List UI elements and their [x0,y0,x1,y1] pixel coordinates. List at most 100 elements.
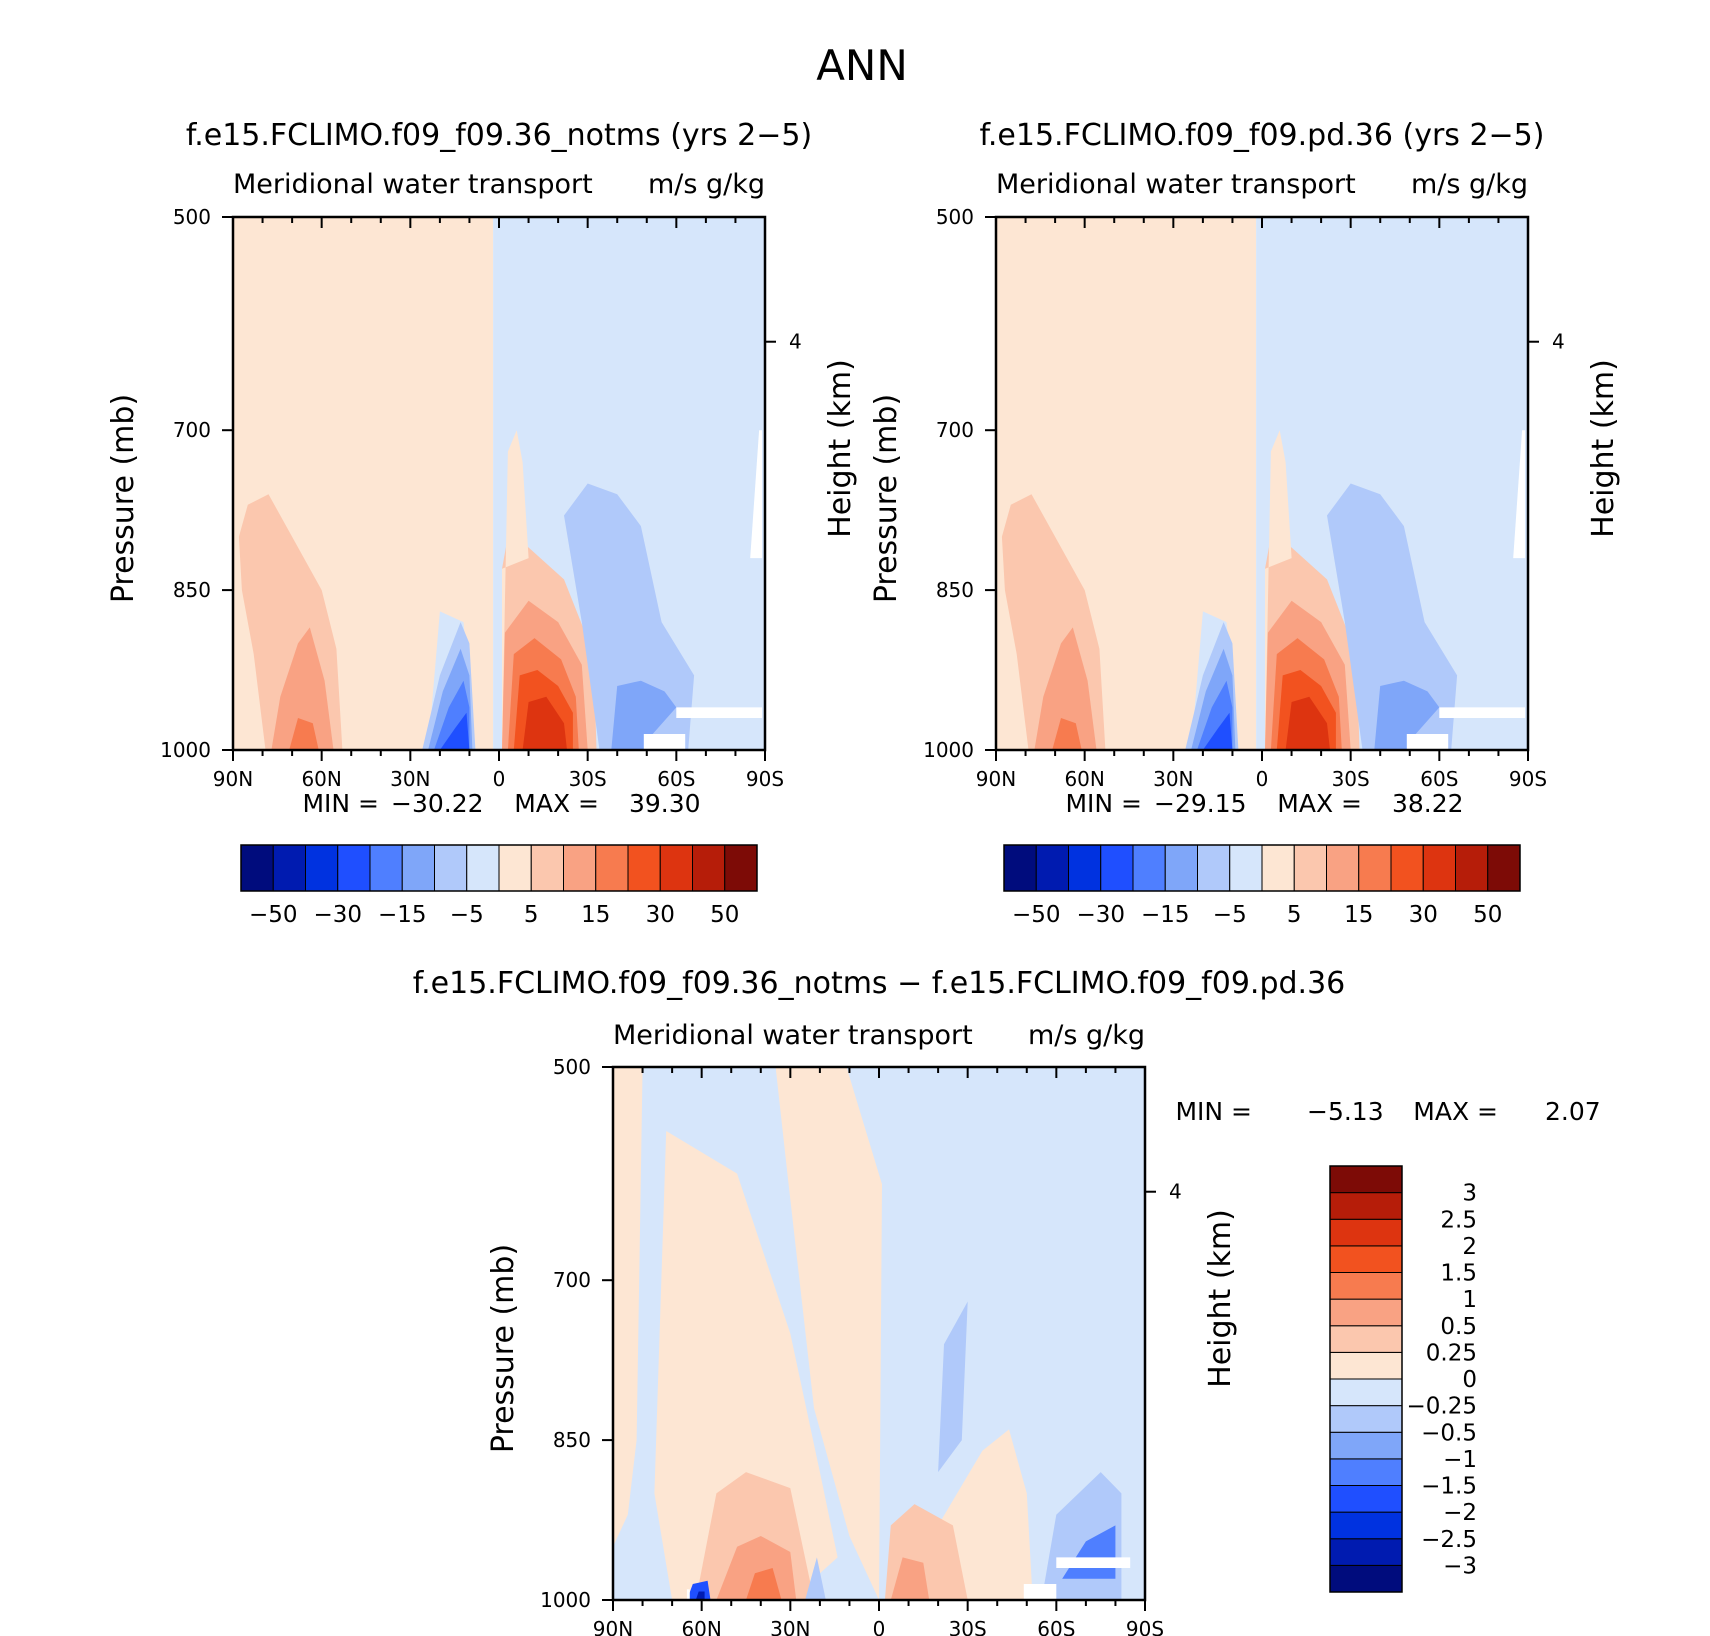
colorbar-swatch [1164,844,1198,892]
colorbar-swatch [1197,844,1231,892]
colorbar-label: 2.5 [1440,1207,1477,1233]
contour-fill [439,712,470,750]
min-value: −5.13 [1307,1097,1384,1126]
contour-fill [775,1067,882,1600]
colorbar-swatch [1229,844,1263,892]
colorbar-label: 50 [710,902,739,928]
x-tick-label: 90S [1509,767,1547,791]
colorbar-swatch [1329,1405,1403,1433]
colorbar-swatch [692,844,726,892]
colorbar-label: −50 [1012,902,1061,928]
height-tick-label: 4 [1169,1180,1182,1204]
colorbar-swatch [1329,1272,1403,1300]
colorbar-swatch [434,844,468,892]
height-tick-label: 4 [789,330,802,354]
colorbar-label: 15 [581,902,610,928]
x-tick-label: 30N [1153,767,1193,791]
field [613,1067,1145,1600]
x-tick-label: 60N [1064,767,1104,791]
y-axis-label: Pressure (mb) [486,1244,521,1453]
y-tick-label: 700 [173,418,211,442]
colorbar-label: −30 [1076,902,1125,928]
y-tick-label: 850 [553,1428,591,1452]
contour-fill [938,1429,1033,1600]
x-tick-label: 90N [593,1617,633,1636]
contour-fill [1056,1557,1131,1568]
x-tick-label: 30N [770,1617,810,1636]
panel_b: f.e15.FCLIMO.f09_f09.pd.36 (yrs 2−5) Meri… [869,118,1621,928]
y-tick-label: 700 [936,418,974,442]
contour-fill [564,483,695,750]
x-tick-label: 90N [976,767,1016,791]
stats: MIN = −29.15 MAX = 38.22 [1065,789,1463,818]
stats: MIN = −30.22 MAX = 39.30 [302,789,700,818]
contour-fill [654,1131,838,1600]
y-tick-label: 850 [936,578,974,602]
height-axis-label: Height (km) [823,359,858,538]
x-tick-label: 60N [681,1617,721,1636]
colorbar-swatch [627,844,661,892]
colorbar-swatch [1326,844,1360,892]
colorbar-swatch [1132,844,1166,892]
contour-fill [289,718,319,750]
colorbar-swatch [659,844,693,892]
contour-fill [1052,718,1082,750]
colorbar-frame [240,844,758,892]
field [996,217,1528,750]
colorbar-label: −30 [313,902,362,928]
colorbar-label: −3 [1443,1553,1477,1579]
colorbar-swatch [1390,844,1424,892]
colorbar-label: 5 [1287,902,1302,928]
y-tick-label: 1000 [160,738,211,762]
colorbar-swatch [1329,1378,1403,1407]
x-tick-label: 0 [493,767,506,791]
y-tick-label: 850 [173,578,211,602]
colorbar-swatch [1329,1192,1403,1220]
colorbar-label: 1 [1462,1287,1477,1313]
height-axis-label: Height (km) [1203,1209,1238,1388]
panel-title: f.e15.FCLIMO.f09_f09.pd.36 (yrs 2−5) [980,118,1545,153]
contour-fill [746,1568,782,1600]
y-tick-label: 1000 [540,1588,591,1612]
contour-fill [695,1591,705,1600]
colorbar-swatch [1329,1325,1403,1353]
y-tick-label: 700 [553,1268,591,1292]
colorbar-label: −15 [1141,902,1190,928]
x-tick-label: 30N [390,767,430,791]
contour-fill [643,734,686,750]
left-string: Meridional water transport [233,169,593,200]
colorbar-swatch [563,844,597,892]
contour-fill [502,430,529,750]
x-tick-label: 60S [657,767,695,791]
colorbar: −50 −30 −15 −5 5 15 30 50 [1003,844,1521,928]
colorbar-swatch [1329,1538,1403,1566]
x-tick-label: 90S [746,767,784,791]
panel_c: f.e15.FCLIMO.f09_f09.36_notms − f.e15.FC… [413,966,1601,1636]
colorbar-swatch [498,844,532,892]
contour-fill [1202,712,1233,750]
colorbar-swatch [337,844,371,892]
colorbar: −50 −30 −15 −5 5 15 30 50 [240,844,758,928]
y-axis-label: Pressure (mb) [869,394,904,603]
colorbar-swatch [530,844,564,892]
contour-fill [1034,627,1097,750]
right-string: m/s g/kg [1411,169,1528,200]
contour-fill [1327,483,1458,750]
contour-fill [1406,734,1449,750]
max-label: MAX = [514,789,599,818]
contour-fill [1513,430,1525,559]
colorbar-label: 15 [1344,902,1373,928]
colorbar-label: −1.5 [1421,1474,1477,1500]
contour-fill [611,680,677,750]
colorbar-label: 0.25 [1426,1340,1477,1366]
height-tick-label: 4 [1552,330,1565,354]
x-tick-label: 30S [1332,767,1370,791]
height-axis-label: Height (km) [1586,359,1621,538]
colorbar-swatch [466,844,500,892]
colorbar-label: −2 [1443,1500,1477,1526]
x-tick-label: 90N [213,767,253,791]
x-tick-label: 0 [1256,767,1269,791]
left-string: Meridional water transport [996,169,1356,200]
